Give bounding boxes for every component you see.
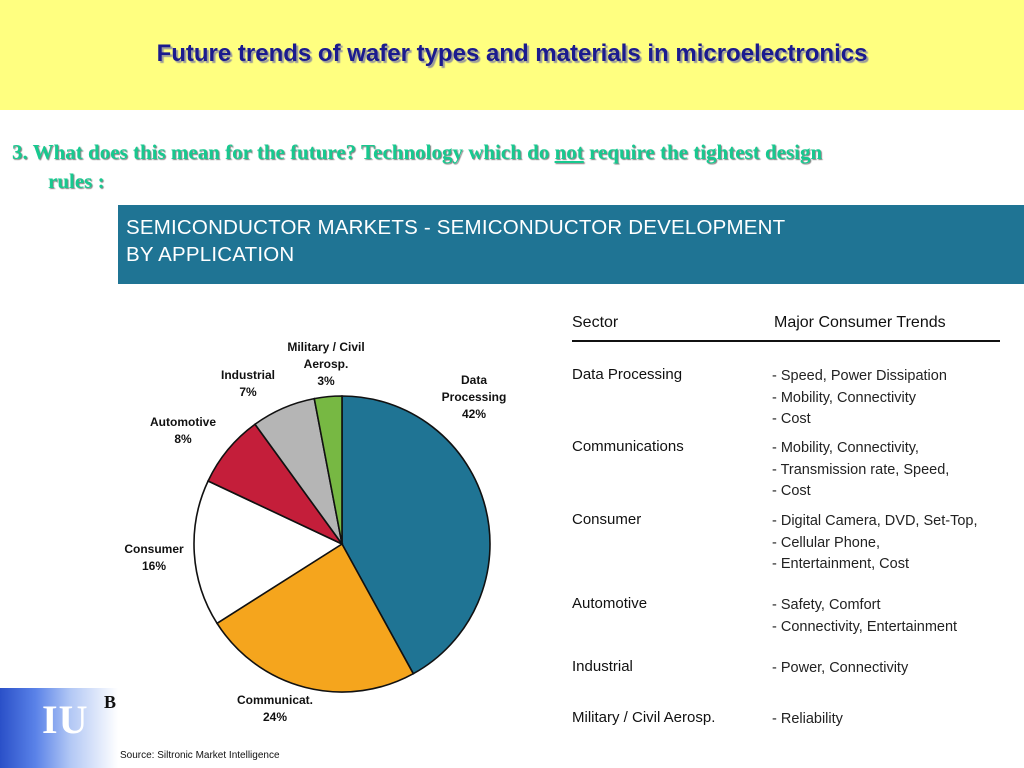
pie-slice-label: Automotive 8% <box>150 414 216 448</box>
trend-line: - Power, Connectivity <box>772 660 909 676</box>
trend-line: - Mobility, Connectivity, <box>772 440 919 456</box>
pie-slice-label: Consumer 16% <box>124 541 183 575</box>
pie-slice-label: Military / Civil Aerosp. 3% <box>287 339 364 390</box>
sector-cell: Consumer <box>572 511 642 528</box>
question-before: 3. What does this mean for the future? T… <box>12 140 555 164</box>
trends-cell: - Digital Camera, DVD, Set-Top, - Cellula… <box>772 511 977 576</box>
pie-label-text: Automotive <box>150 415 216 429</box>
banner-line2: BY APPLICATION <box>126 243 295 266</box>
trend-line: - Cost <box>772 483 811 499</box>
logo-sup: B <box>104 692 117 712</box>
slide-title: Future trends of wafer types and materia… <box>156 40 868 67</box>
source-note: Source: Siltronic Market Intelligence <box>120 750 280 761</box>
header-sector: Sector <box>572 314 619 331</box>
sector-cell: Communications <box>572 438 684 455</box>
pie-label-text: Military / Civil <box>287 340 365 354</box>
pie-label-text: Data <box>460 373 488 387</box>
trend-line: - Mobility, Connectivity <box>772 389 916 406</box>
trend-line: - Entertainment, Cost <box>772 556 909 572</box>
trend-line: - Cost <box>772 411 811 427</box>
pie-label-percent: 7% <box>239 385 257 399</box>
pie-slice <box>215 542 415 693</box>
trend-line: - Cellular Phone, <box>772 534 880 551</box>
question-text: 3. What does this mean for the future? T… <box>12 138 1012 196</box>
question-emphasis: not <box>554 140 584 164</box>
pie-label-text: Industrial <box>220 368 276 382</box>
question-line2: rules : <box>48 169 105 193</box>
pie-label-percent: 8% <box>174 432 192 446</box>
trend-line: - Digital Camera, DVD, Set-Top, <box>772 513 978 529</box>
pie-label-text: Processing <box>441 390 507 404</box>
pie-slice-label: Data Processing 42% <box>442 372 507 423</box>
title-band <box>0 0 1024 110</box>
pie-slice <box>193 479 344 625</box>
question-after: require the tightest design <box>583 140 823 164</box>
sector-cell: Military / Civil Aerosp. <box>572 709 716 726</box>
trend-line: - Connectivity, Entertainment <box>772 618 958 635</box>
pie-label-text: Aerosp. <box>303 357 349 371</box>
logo-text: IU <box>42 697 89 742</box>
pie-label-text: Consumer <box>124 542 184 556</box>
banner-text: SEMICONDUCTOR MARKETS - SEMICONDUCTOR DE… <box>126 214 785 268</box>
trend-line: - Reliability <box>772 711 843 727</box>
pie-label-text: Communicat. <box>236 693 314 707</box>
pie-slice-label: Industrial 7% <box>221 367 275 401</box>
trend-line: - Transmission rate, Speed, <box>772 461 950 478</box>
pie-slice <box>341 395 491 675</box>
trends-cell: - Safety, Comfort - Connectivity, Enterta… <box>772 595 957 638</box>
sector-cell: Data Processing <box>572 366 683 383</box>
trends-cell: - Reliability <box>772 709 843 731</box>
pie-label-percent: 24% <box>262 710 288 724</box>
trend-line: - Safety, Comfort <box>772 597 881 613</box>
pie-label-percent: 16% <box>141 559 167 573</box>
trends-cell: - Speed, Power Dissipation - Mobility, Co… <box>772 366 947 431</box>
pie-label-percent: 3% <box>317 374 335 388</box>
pie-slice-label: Communicat. 24% <box>237 692 313 726</box>
pie-chart <box>193 395 491 693</box>
sector-cell: Automotive <box>572 595 648 612</box>
pie-slice <box>313 395 343 545</box>
trends-cell: - Mobility, Connectivity, - Transmission … <box>772 438 949 503</box>
trends-cell: - Power, Connectivity <box>772 658 908 680</box>
header-rule <box>572 340 1000 342</box>
trend-line: - Speed, Power Dissipation <box>772 368 947 384</box>
pie-label-percent: 42% <box>461 407 487 421</box>
section-banner: SEMICONDUCTOR MARKETS - SEMICONDUCTOR DE… <box>118 205 1024 284</box>
sector-cell: Industrial <box>572 658 633 675</box>
banner-line1: SEMICONDUCTOR MARKETS - SEMICONDUCTOR DE… <box>126 216 786 239</box>
iub-logo: IU B <box>0 688 118 768</box>
header-trends: Major Consumer Trends <box>774 314 946 331</box>
